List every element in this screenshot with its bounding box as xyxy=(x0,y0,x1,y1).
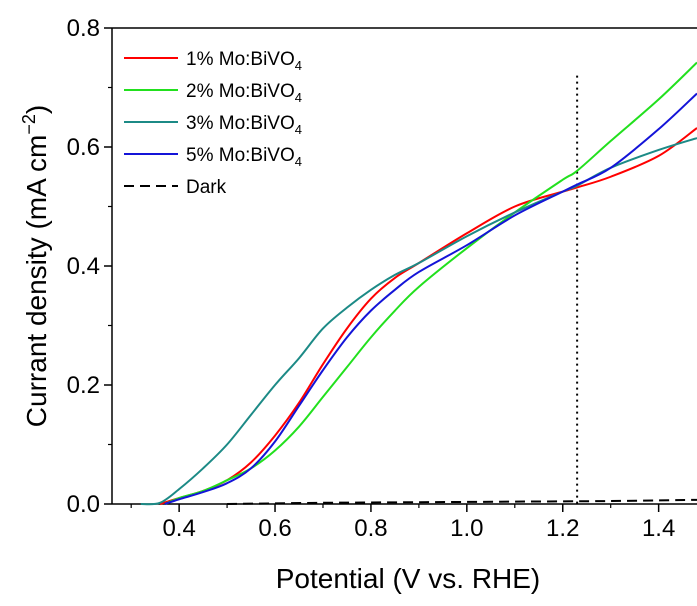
y-axis-title-close: ) xyxy=(21,105,52,114)
x-axis-title: Potential (V vs. RHE) xyxy=(276,563,541,594)
legend-label-2: 2% Mo:BiVO4 xyxy=(186,81,302,105)
legend-label-1: 1% Mo:BiVO4 xyxy=(186,49,302,73)
y-tick-label: 0.0 xyxy=(67,491,100,518)
x-tick-label: 0.4 xyxy=(162,515,195,542)
legend-label-4: 5% Mo:BiVO4 xyxy=(186,145,302,169)
x-tick-label: 1.4 xyxy=(642,515,675,542)
y-axis-title: Currant density (mA cm−2) xyxy=(19,105,52,427)
x-tick-label: 0.6 xyxy=(258,515,291,542)
series-line-3 xyxy=(140,137,697,506)
series-line-5 xyxy=(227,498,697,505)
y-tick-label: 0.4 xyxy=(67,253,100,280)
legend-label-5: Dark xyxy=(186,177,227,198)
series-line-4 xyxy=(164,92,697,505)
y-tick-label: 0.8 xyxy=(67,15,100,42)
y-tick-label: 0.2 xyxy=(67,372,100,399)
x-tick-label: 0.8 xyxy=(354,515,387,542)
series-line-2 xyxy=(164,61,697,505)
y-tick-label: 0.6 xyxy=(67,134,100,161)
y-axis-title-superscript: −2 xyxy=(19,114,39,135)
x-tick-label: 1.2 xyxy=(546,515,579,542)
x-tick-label: 1.0 xyxy=(450,515,483,542)
axes xyxy=(104,27,697,512)
series-lines xyxy=(140,61,697,506)
legend-label-3: 3% Mo:BiVO4 xyxy=(186,113,302,137)
y-axis-title-main: Currant density (mA cm xyxy=(21,135,52,428)
tick-labels: 0.4 0.6 0.8 1.0 1.2 1.4 0.0 0.2 0.4 0.6 0.8 xyxy=(67,15,676,542)
legend: 1% Mo:BiVO4 2% Mo:BiVO4 3% Mo:BiVO4 5% Mo:B… xyxy=(124,49,302,198)
series-line-1 xyxy=(159,127,697,505)
